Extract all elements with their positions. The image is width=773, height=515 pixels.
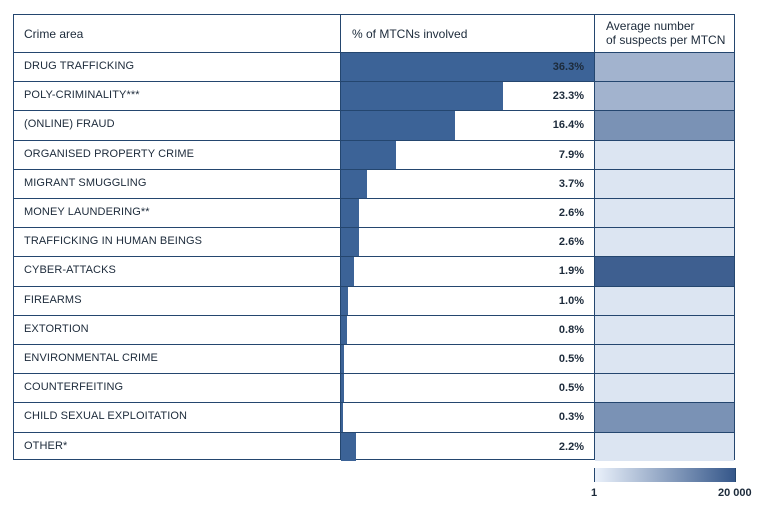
row-label: FIREARMS [24, 293, 82, 306]
row-label: OTHER* [24, 439, 68, 452]
pct-value: 0.8% [558, 323, 584, 336]
pct-value: 1.9% [558, 265, 584, 278]
pct-bar [341, 403, 344, 432]
suspects-cell [595, 140, 734, 169]
pct-bar [341, 286, 348, 315]
row-label: TRAFFICKING IN HUMAN BEINGS [24, 235, 203, 248]
pct-value: 2.6% [558, 236, 584, 249]
row-divider [14, 285, 734, 287]
row-divider [14, 344, 734, 345]
suspects-cell [595, 286, 734, 315]
suspects-cell [595, 257, 734, 286]
pct-value: 16.4% [552, 119, 584, 132]
legend-min-label: 1 [591, 487, 598, 499]
pct-value: 0.3% [558, 411, 584, 424]
pct-bar [341, 82, 504, 111]
pct-bar [341, 111, 456, 140]
pct-value: 0.5% [558, 353, 584, 365]
pct-value: 2.2% [558, 440, 584, 453]
row-label: MIGRANT SMUGGLING [24, 176, 147, 189]
row-label: COUNTERFEITING [24, 381, 124, 394]
row-label: (ONLINE) FRAUD [24, 118, 115, 131]
suspects-cell [595, 111, 734, 140]
pct-bar [341, 169, 367, 198]
suspects-cell [595, 228, 734, 257]
suspects-cell [595, 315, 734, 344]
row-divider [14, 314, 734, 316]
pct-bar [341, 199, 360, 228]
header-crime-area: Crime area [24, 27, 84, 41]
pct-value: 1.0% [558, 294, 584, 307]
row-label: EXTORTION [24, 322, 89, 335]
pct-value: 3.7% [558, 177, 584, 190]
pct-value: 2.6% [558, 207, 584, 219]
row-divider [14, 110, 734, 112]
pct-bar [341, 228, 360, 257]
suspects-cell [595, 374, 734, 403]
row-divider [14, 402, 734, 404]
row-divider [14, 52, 734, 53]
pct-bar [341, 53, 594, 82]
row-label: MONEY LAUNDERING** [24, 206, 150, 218]
pct-value: 7.9% [558, 148, 584, 161]
header-avg-suspects-line1: Average number [606, 19, 695, 33]
row-label: CHILD SEXUAL EXPLOITATION [24, 410, 188, 423]
pct-value: 0.5% [558, 382, 584, 395]
suspects-color-legend [594, 468, 736, 482]
suspects-cell [595, 403, 734, 432]
suspects-cell [595, 345, 734, 374]
row-label: ORGANISED PROPERTY CRIME [24, 147, 195, 160]
row-label: ENVIRONMENTAL CRIME [24, 352, 158, 364]
suspects-cell [595, 53, 734, 82]
suspects-cell [595, 169, 734, 198]
header-pct-mtcns: % of MTCNs involved [352, 27, 468, 41]
pct-value: 23.3% [552, 90, 584, 103]
row-divider [14, 198, 734, 199]
legend-max-label: 20 000 [718, 487, 752, 499]
crime-area-table: Crime area % of MTCNs involved Average n… [13, 14, 735, 461]
header-avg-suspects-line2: of suspects per MTCN [606, 33, 726, 47]
row-label: DRUG TRAFFICKING [24, 60, 135, 72]
suspects-cell [595, 432, 734, 461]
row-divider [14, 139, 734, 141]
row-divider [14, 227, 734, 229]
row-divider [14, 373, 734, 375]
pct-bar [341, 345, 345, 374]
pct-value: 36.3% [552, 61, 584, 73]
row-divider [14, 256, 734, 258]
row-divider [14, 81, 734, 83]
row-divider [14, 431, 734, 433]
suspects-cell [595, 82, 734, 111]
pct-bar [341, 374, 345, 403]
column-divider-2 [594, 15, 595, 459]
row-label: POLY-CRIMINALITY*** [24, 89, 140, 102]
row-divider [14, 168, 734, 170]
row-label: CYBER-ATTACKS [24, 264, 116, 277]
suspects-cell [595, 199, 734, 228]
pct-bar [341, 432, 357, 461]
column-divider-1 [340, 15, 341, 459]
pct-bar [341, 315, 347, 344]
pct-bar [341, 257, 355, 286]
pct-bar [341, 140, 396, 169]
header-avg-suspects: Average number of suspects per MTCN [606, 19, 725, 47]
